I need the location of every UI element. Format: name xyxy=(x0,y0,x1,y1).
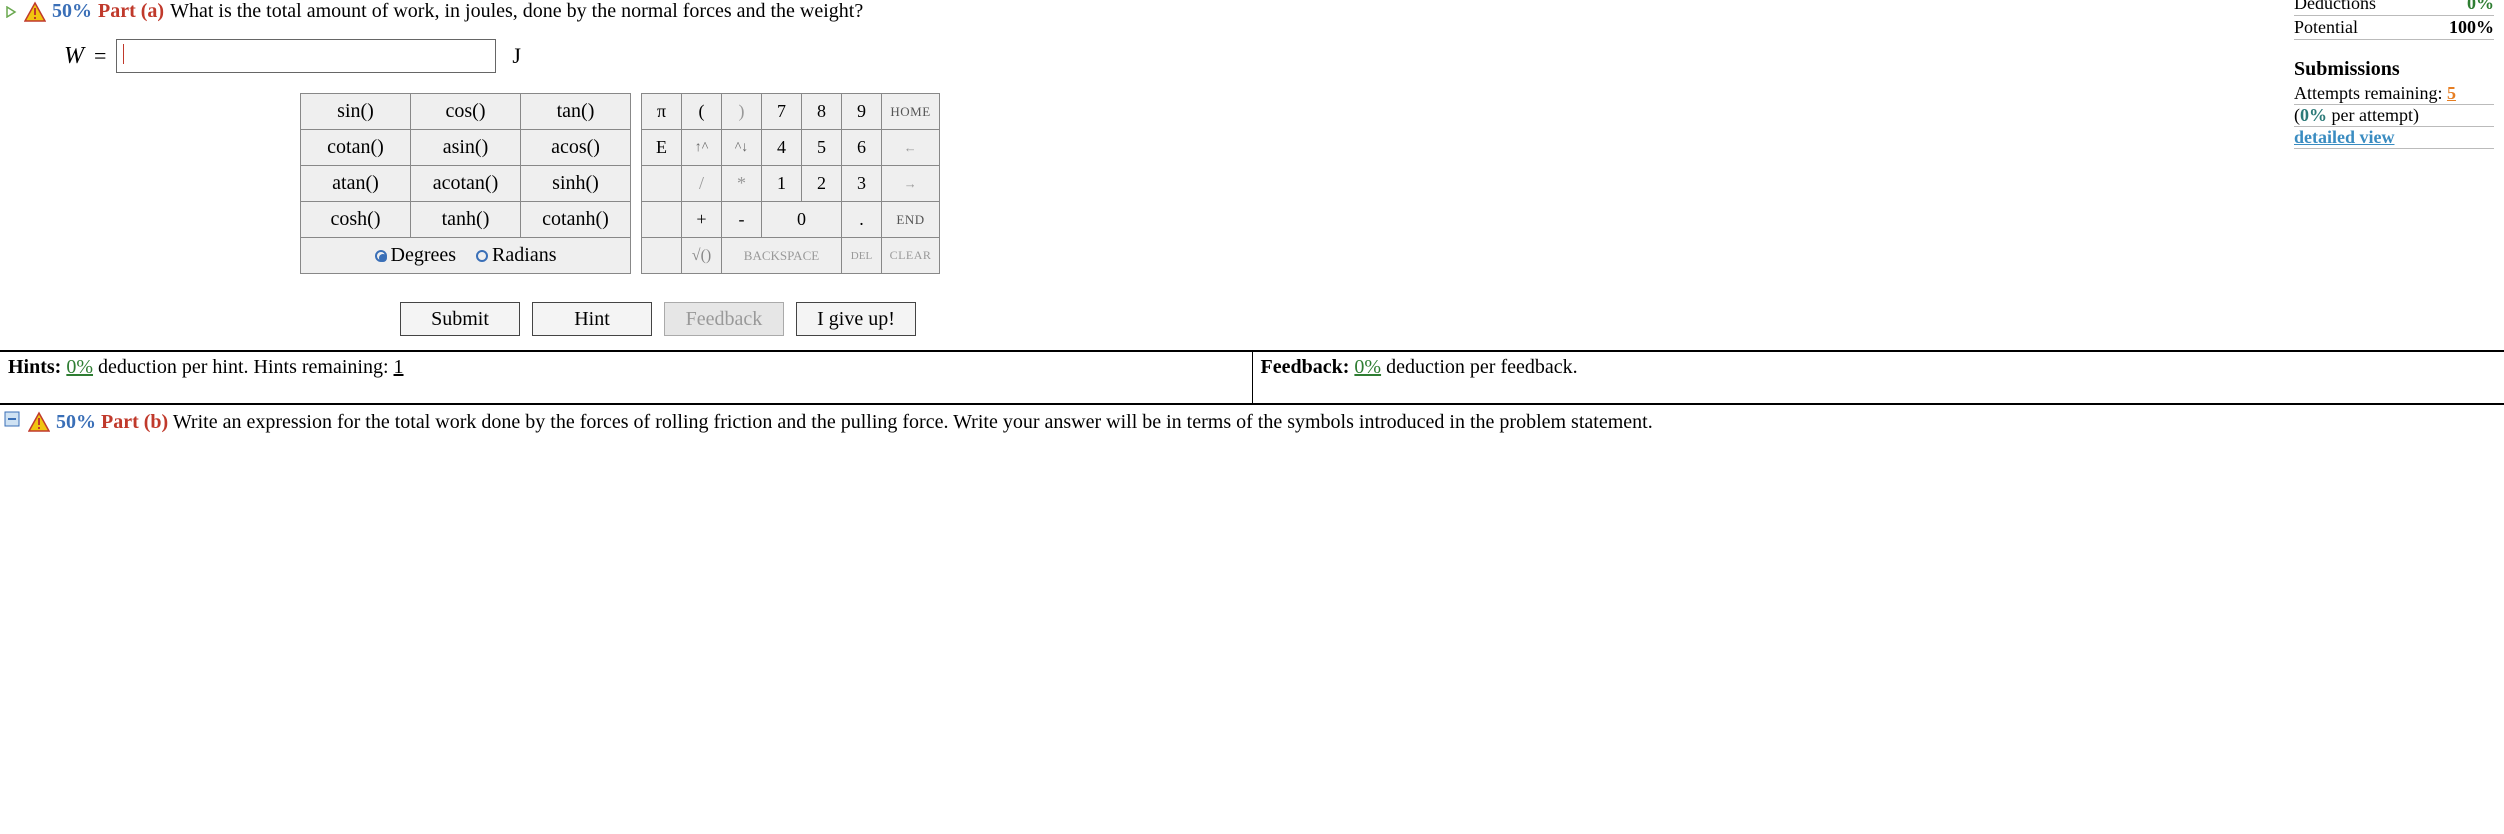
func-key-sinh[interactable]: sinh() xyxy=(521,166,631,202)
grade-summary: Grade Summary Deductions 0% Potential 10… xyxy=(2294,0,2494,167)
feedback-button[interactable]: Feedback xyxy=(664,302,784,336)
part-b-question: Write an expression for the total work d… xyxy=(173,411,1653,433)
part-b-label: Part (b) xyxy=(101,411,168,433)
num-key-/[interactable]: / xyxy=(682,166,722,202)
num-key-6[interactable]: 6 xyxy=(842,130,882,166)
func-key-cosh[interactable]: cosh() xyxy=(301,202,411,238)
func-key-tanh[interactable]: tanh() xyxy=(411,202,521,238)
func-key-tan[interactable]: tan() xyxy=(521,94,631,130)
num-key-+[interactable]: + xyxy=(682,202,722,238)
num-key-8[interactable]: 8 xyxy=(802,94,842,130)
hint-button[interactable]: Hint xyxy=(532,302,652,336)
num-key-9[interactable]: 9 xyxy=(842,94,882,130)
numeric-keys: π()789HOME E↑^^↓456← /*123→ +-0.END √()BACKS… xyxy=(641,93,940,274)
part-a-percent: 50% xyxy=(52,0,92,23)
keypad: sin()cos()tan() cotan()asin()acos() atan()… xyxy=(300,93,2294,274)
answer-input[interactable] xyxy=(116,39,496,73)
num-key-E[interactable]: E xyxy=(642,130,682,166)
num-key-4[interactable]: 4 xyxy=(762,130,802,166)
num-key-END[interactable]: END xyxy=(882,202,940,238)
num-key-→[interactable]: → xyxy=(882,166,940,202)
num-key-blank xyxy=(642,166,682,202)
degrees-radio[interactable]: Degrees xyxy=(375,244,457,266)
func-key-acotan[interactable]: acotan() xyxy=(411,166,521,202)
part-a-label: Part (a) xyxy=(98,0,164,23)
func-key-cotan[interactable]: cotan() xyxy=(301,130,411,166)
func-key-cotanh[interactable]: cotanh() xyxy=(521,202,631,238)
num-key-([interactable]: ( xyxy=(682,94,722,130)
potential-label: Potential xyxy=(2294,17,2358,38)
answer-equals: = xyxy=(94,43,106,69)
num-key-5[interactable]: 5 xyxy=(802,130,842,166)
part-b-percent: 50% xyxy=(56,411,96,433)
num-key-↑^[interactable]: ↑^ xyxy=(682,130,722,166)
func-key-acos[interactable]: acos() xyxy=(521,130,631,166)
action-buttons: Submit Hint Feedback I give up! xyxy=(400,302,2294,336)
func-key-asin[interactable]: asin() xyxy=(411,130,521,166)
radians-radio[interactable]: Radians xyxy=(476,244,556,266)
num-key-blank xyxy=(642,202,682,238)
num-key-√()[interactable]: √() xyxy=(682,238,722,274)
num-key-0[interactable]: 0 xyxy=(762,202,842,238)
num-key-7[interactable]: 7 xyxy=(762,94,802,130)
func-key-cos[interactable]: cos() xyxy=(411,94,521,130)
num-key-blank xyxy=(642,238,682,274)
submissions-title: Submissions xyxy=(2294,58,2494,81)
detailed-view-link[interactable]: detailed view xyxy=(2294,127,2494,149)
num-key--[interactable]: - xyxy=(722,202,762,238)
func-key-atan[interactable]: atan() xyxy=(301,166,411,202)
potential-value: 100% xyxy=(2449,17,2494,38)
angle-mode-row: Degrees Radians xyxy=(301,238,631,274)
warning-icon xyxy=(28,411,50,433)
part-a-question: What is the total amount of work, in jou… xyxy=(170,0,863,23)
num-key-DEL[interactable]: DEL xyxy=(842,238,882,274)
feedback-cell: Feedback: 0% deduction per feedback. xyxy=(1253,352,2504,403)
potential-row: Potential 100% xyxy=(2294,16,2494,40)
giveup-button[interactable]: I give up! xyxy=(796,302,916,336)
num-key-^↓[interactable]: ^↓ xyxy=(722,130,762,166)
answer-unit: J xyxy=(512,43,521,69)
collapse-icon[interactable] xyxy=(4,411,22,429)
answer-variable: W xyxy=(64,43,84,70)
function-keys: sin()cos()tan() cotan()asin()acos() atan()… xyxy=(300,93,631,274)
num-key-)[interactable]: ) xyxy=(722,94,762,130)
num-key-1[interactable]: 1 xyxy=(762,166,802,202)
warning-icon xyxy=(24,1,46,23)
answer-row: W = J xyxy=(64,39,2294,73)
hints-cell: Hints: 0% deduction per hint. Hints rema… xyxy=(0,352,1253,403)
num-key-π[interactable]: π xyxy=(642,94,682,130)
per-attempt: (0% per attempt) xyxy=(2294,105,2494,127)
num-key-.[interactable]: . xyxy=(842,202,882,238)
num-key-BACKSPACE[interactable]: BACKSPACE xyxy=(722,238,842,274)
deductions-label: Deductions xyxy=(2294,0,2376,14)
num-key-HOME[interactable]: HOME xyxy=(882,94,940,130)
deductions-value: 0% xyxy=(2467,0,2494,14)
expand-icon[interactable] xyxy=(4,5,18,19)
func-key-sin[interactable]: sin() xyxy=(301,94,411,130)
submit-button[interactable]: Submit xyxy=(400,302,520,336)
num-key-*[interactable]: * xyxy=(722,166,762,202)
attempts-remaining: Attempts remaining: 5 xyxy=(2294,83,2494,105)
deductions-row: Deductions 0% xyxy=(2294,0,2494,16)
part-b-header: 50% Part (b) Write an expression for the… xyxy=(0,405,2504,434)
num-key-←[interactable]: ← xyxy=(882,130,940,166)
part-a-header: 50% Part (a) What is the total amount of… xyxy=(0,0,2504,27)
hints-feedback-bar: Hints: 0% deduction per hint. Hints rema… xyxy=(0,350,2504,405)
num-key-2[interactable]: 2 xyxy=(802,166,842,202)
num-key-3[interactable]: 3 xyxy=(842,166,882,202)
num-key-CLEAR[interactable]: CLEAR xyxy=(882,238,940,274)
